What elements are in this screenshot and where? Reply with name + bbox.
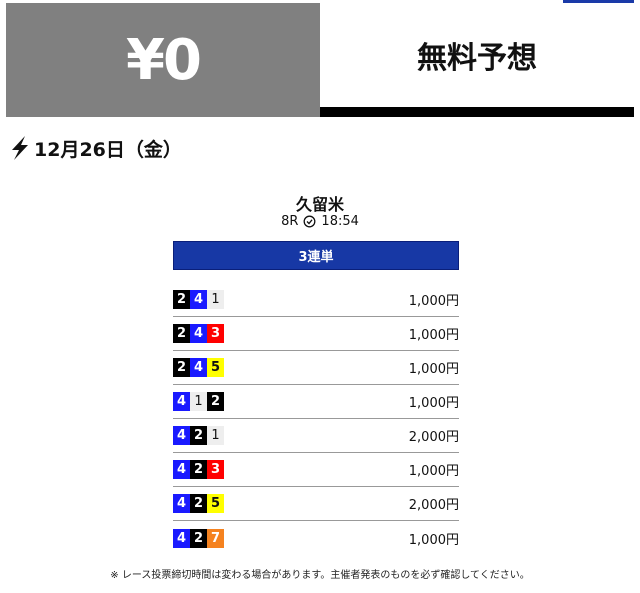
bike-number: 5 <box>207 494 224 513</box>
race-number: 8R <box>281 214 299 229</box>
bike-number: 4 <box>173 528 190 548</box>
race-info: 8R 18:54 <box>0 214 640 229</box>
bike-number: 1 <box>190 392 207 411</box>
bet-amount: 1,000円 <box>408 328 459 343</box>
bike-number: 1 <box>207 426 224 445</box>
bike-number: 4 <box>190 290 207 309</box>
bike-number: 4 <box>173 426 190 445</box>
label-underline <box>320 107 634 117</box>
bike-number: 2 <box>173 290 190 309</box>
clock-icon <box>303 215 316 228</box>
bet-amount: 1,000円 <box>408 362 459 377</box>
bet-row: 2 4 3 1,000円 <box>173 317 459 351</box>
race-date: 12月26日（金） <box>8 134 182 162</box>
bet-row: 4 2 7 1,000円 <box>173 521 459 555</box>
bet-amount: 2,000円 <box>408 430 459 445</box>
date-text: 12月26日（金） <box>34 138 182 161</box>
bike-number: 4 <box>190 358 207 377</box>
bike-number: 7 <box>207 528 224 548</box>
plan-label: 無料予想 <box>417 41 537 76</box>
bike-number: 2 <box>173 358 190 377</box>
bet-row: 4 2 3 1,000円 <box>173 453 459 487</box>
top-accent-bar <box>563 0 634 3</box>
race-time: 18:54 <box>321 214 359 229</box>
bike-number: 2 <box>190 494 207 513</box>
bet-amount: 1,000円 <box>408 464 459 479</box>
bike-number: 3 <box>207 460 224 479</box>
bet-row: 4 2 1 2,000円 <box>173 419 459 453</box>
bike-number: 5 <box>207 358 224 377</box>
lightning-icon <box>12 136 28 160</box>
bike-number: 2 <box>190 528 207 548</box>
bike-number: 2 <box>190 426 207 445</box>
bike-number: 2 <box>173 324 190 343</box>
bike-number: 4 <box>190 324 207 343</box>
bike-number: 2 <box>190 460 207 479</box>
bet-amount: 1,000円 <box>408 396 459 411</box>
bike-number: 4 <box>173 494 190 513</box>
bet-row: 4 2 5 2,000円 <box>173 487 459 521</box>
disclaimer-note: ※ レース投票締切時間は変わる場合があります。主催者発表のものを必ず確認してくだ… <box>110 570 530 581</box>
bet-row: 2 4 1 1,000円 <box>173 283 459 317</box>
bike-number: 3 <box>207 324 224 343</box>
bet-amount: 1,000円 <box>408 294 459 309</box>
bet-amount: 1,000円 <box>408 532 459 548</box>
bike-number: 4 <box>173 392 190 411</box>
bike-number: 4 <box>173 460 190 479</box>
bet-row: 2 4 5 1,000円 <box>173 351 459 385</box>
price-box: ¥0 <box>6 3 320 117</box>
bike-number: 1 <box>207 290 224 309</box>
bet-list: 2 4 1 1,000円 2 4 3 1,000円 2 4 5 1,000円 4 1 2 1,000円 4 2 1 2… <box>173 283 459 555</box>
bet-amount: 2,000円 <box>408 498 459 513</box>
venue-name: 久留米 <box>295 195 344 214</box>
bet-type-header: 3連単 <box>173 241 459 270</box>
bet-row: 4 1 2 1,000円 <box>173 385 459 419</box>
bike-number: 2 <box>207 392 224 411</box>
